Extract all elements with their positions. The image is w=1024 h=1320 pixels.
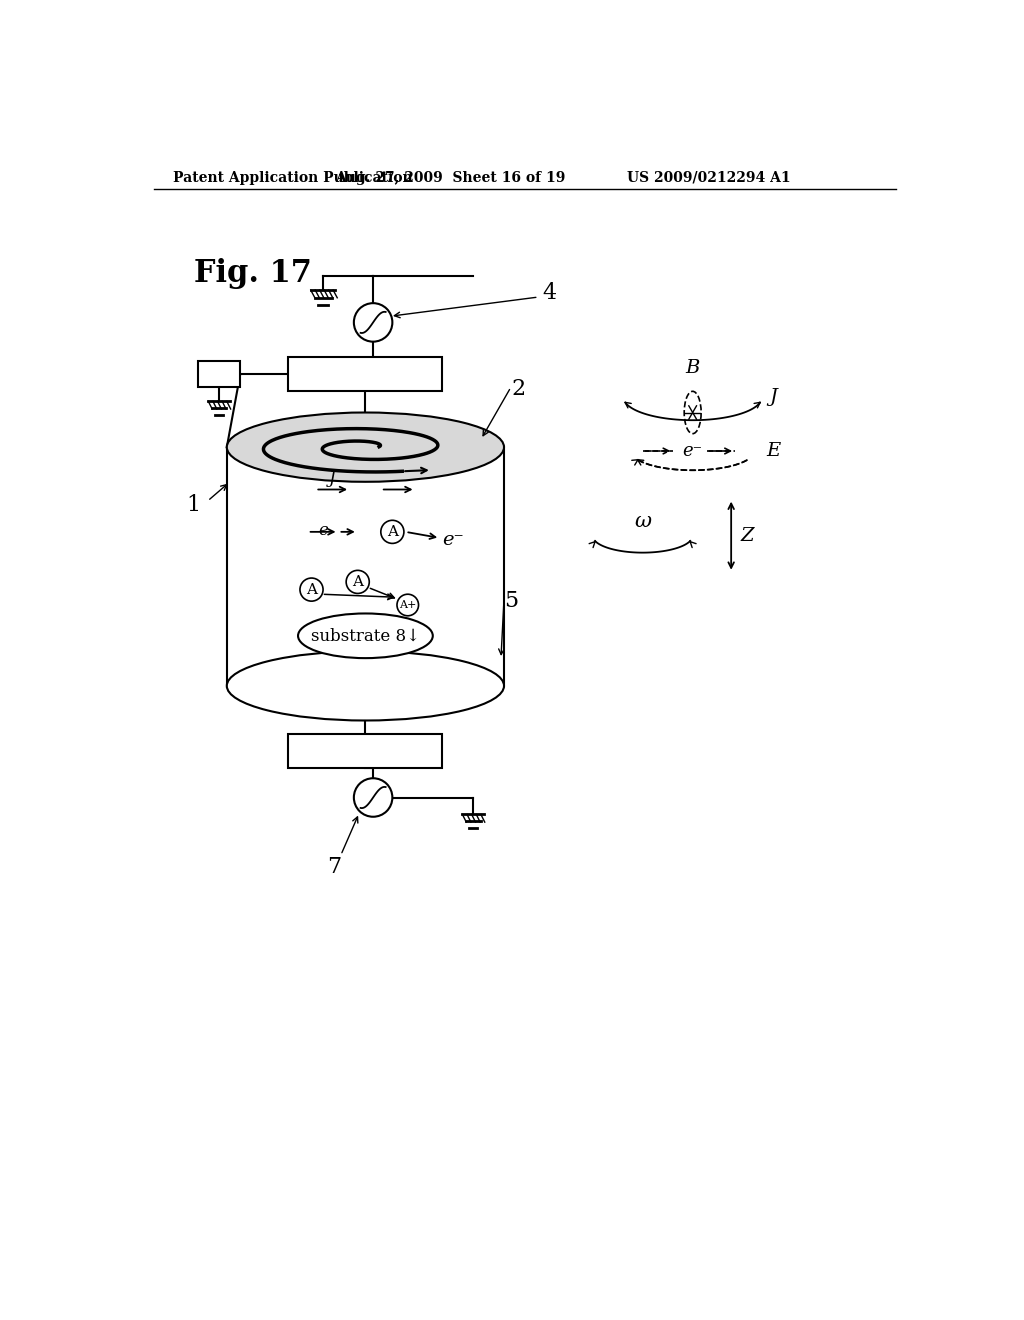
Ellipse shape	[354, 779, 392, 817]
Text: 6: 6	[358, 741, 373, 763]
Text: Z: Z	[740, 527, 754, 545]
Text: Aug. 27, 2009  Sheet 16 of 19: Aug. 27, 2009 Sheet 16 of 19	[335, 170, 565, 185]
Ellipse shape	[226, 413, 504, 482]
Text: ω: ω	[634, 512, 651, 532]
Text: 7: 7	[328, 855, 342, 878]
Text: US 2009/0212294 A1: US 2009/0212294 A1	[628, 170, 791, 185]
Bar	[198, 360, 241, 388]
Text: J: J	[770, 388, 777, 407]
Ellipse shape	[300, 578, 323, 601]
Text: E: E	[766, 442, 780, 459]
Text: B: B	[685, 359, 699, 376]
Text: e: e	[318, 521, 328, 539]
Text: 1: 1	[186, 494, 201, 516]
Ellipse shape	[381, 520, 403, 544]
Ellipse shape	[397, 594, 419, 615]
Text: e⁻: e⁻	[683, 442, 702, 459]
Text: A: A	[387, 525, 398, 539]
Text: e⁻: e⁻	[442, 531, 464, 549]
Bar	[289, 358, 442, 391]
Text: Fig. 17: Fig. 17	[194, 259, 311, 289]
Text: A: A	[306, 582, 317, 597]
Text: A: A	[352, 576, 364, 589]
Text: 3: 3	[358, 363, 373, 385]
Ellipse shape	[346, 570, 370, 594]
Text: Patent Application Publication: Patent Application Publication	[173, 170, 413, 185]
Text: 2: 2	[512, 379, 526, 400]
Ellipse shape	[226, 651, 504, 721]
Text: substrate 8↓: substrate 8↓	[311, 627, 420, 644]
Text: J: J	[329, 470, 336, 487]
Text: 4: 4	[543, 282, 557, 304]
Text: A+: A+	[399, 601, 417, 610]
Text: 5: 5	[504, 590, 518, 612]
Bar	[289, 734, 442, 768]
Ellipse shape	[354, 304, 392, 342]
Ellipse shape	[298, 614, 433, 659]
